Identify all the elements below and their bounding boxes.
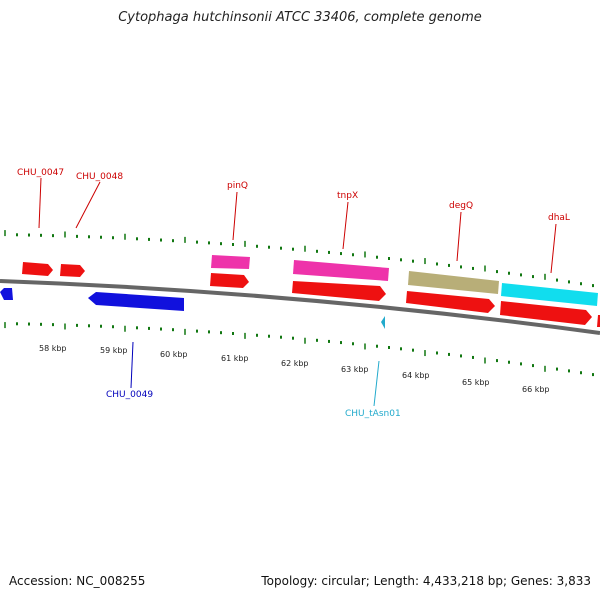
gene-arrow-dhal-cds[interactable] (500, 301, 592, 325)
outer-tick-track (4, 230, 594, 288)
gene-box-degq[interactable] (408, 271, 499, 294)
kbp-label-58: 58 kbp (39, 344, 67, 353)
kbp-label-62: 62 kbp (281, 359, 309, 368)
genome-summary-text: Topology: circular; Length: 4,433,218 bp… (261, 574, 591, 588)
gene-arrow-degq-cds[interactable] (406, 291, 495, 313)
leader-line-chu-tasn01 (373, 360, 380, 407)
leader-line-degq (456, 211, 462, 262)
gene-arrow-offscreen-left[interactable] (0, 288, 13, 300)
leader-line-chu-0049 (130, 341, 134, 389)
label-chu-0048: CHU_0048 (76, 172, 123, 182)
gene-arrow-pinq-cds[interactable] (210, 273, 249, 288)
gene-arrow-offscreen[interactable] (597, 315, 600, 327)
kbp-label-63: 63 kbp (341, 365, 369, 374)
kbp-label-60: 60 kbp (160, 350, 188, 359)
kbp-label-64: 64 kbp (402, 371, 430, 380)
leader-line-dhal (550, 223, 557, 274)
gene-arrow-chu-0047[interactable] (22, 262, 53, 276)
leader-line-tnpx (342, 201, 349, 250)
kbp-label-66: 66 kbp (522, 385, 550, 394)
kbp-label-65: 65 kbp (462, 378, 490, 387)
label-tnpx: tnpX (337, 191, 358, 201)
trna-marker-chu-tasn01[interactable] (381, 316, 385, 329)
genome-backbone (0, 279, 600, 335)
label-pinq: pinQ (227, 181, 248, 191)
label-degq: degQ (449, 201, 473, 211)
leader-line-chu-0048 (75, 181, 101, 229)
label-chu-0047: CHU_0047 (17, 168, 64, 178)
label-dhal: dhaL (548, 213, 570, 223)
gene-box-dhal[interactable] (501, 283, 598, 306)
gene-box-tnpx[interactable] (293, 260, 389, 281)
gene-box-pinq[interactable] (211, 255, 250, 269)
leader-line-pinq (232, 191, 238, 241)
label-chu-tasn01: CHU_tAsn01 (345, 409, 401, 419)
kbp-label-59: 59 kbp (100, 346, 128, 355)
gene-arrow-tnpx-cds[interactable] (292, 281, 386, 301)
gene-arrow-chu-0049[interactable] (88, 292, 184, 311)
kbp-label-61: 61 kbp (221, 354, 249, 363)
accession-text: Accession: NC_008255 (9, 574, 146, 588)
gene-arrow-chu-0048[interactable] (60, 264, 85, 277)
label-chu-0049: CHU_0049 (106, 390, 153, 400)
inner-tick-track (4, 322, 594, 377)
leader-line-chu-0047 (38, 177, 42, 229)
map-title: Cytophaga hutchinsonii ATCC 33406, compl… (118, 10, 482, 25)
